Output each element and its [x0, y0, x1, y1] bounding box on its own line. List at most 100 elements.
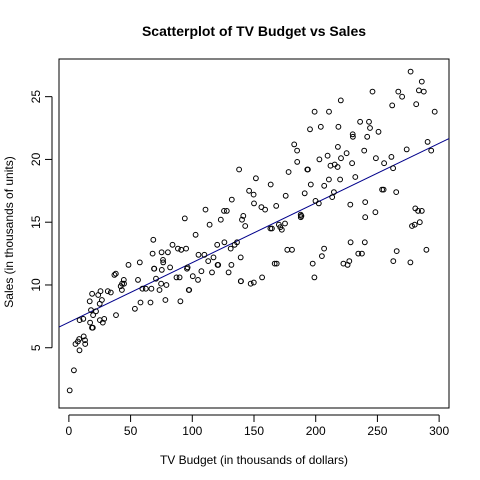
data-point	[217, 216, 224, 223]
data-point	[150, 236, 157, 243]
data-point	[361, 239, 368, 246]
data-point	[403, 146, 410, 153]
data-point	[298, 213, 305, 219]
data-point	[132, 305, 138, 312]
data-point	[198, 268, 205, 275]
data-point	[120, 277, 127, 283]
data-point	[89, 290, 95, 297]
data-point	[153, 275, 159, 282]
data-point	[176, 274, 183, 281]
data-point	[284, 246, 291, 253]
data-point	[202, 206, 209, 213]
data-point	[349, 131, 356, 138]
data-point	[407, 259, 414, 266]
data-point	[234, 239, 240, 246]
data-point	[418, 78, 425, 85]
data-point	[271, 260, 278, 267]
data-point	[246, 187, 253, 194]
data-point	[184, 264, 191, 271]
x-tick-label: 100	[182, 424, 202, 438]
data-point	[151, 265, 158, 272]
x-tick-label: 150	[244, 424, 264, 438]
data-point	[163, 282, 170, 288]
data-point	[223, 208, 230, 214]
data-point	[373, 155, 379, 162]
data-point	[393, 189, 400, 196]
data-point	[289, 246, 295, 253]
data-point	[80, 316, 87, 322]
y-tick-label: 15	[29, 215, 43, 229]
data-point	[228, 262, 235, 268]
data-point	[413, 101, 420, 108]
data-point	[158, 267, 165, 273]
data-point	[228, 196, 235, 203]
data-point	[350, 133, 356, 140]
data-point	[186, 287, 193, 293]
data-point	[89, 324, 96, 331]
data-point	[319, 253, 325, 260]
data-point	[90, 312, 96, 319]
data-point	[334, 164, 341, 170]
data-point	[343, 150, 350, 157]
data-point	[347, 201, 354, 208]
data-point	[80, 333, 87, 340]
data-point	[294, 159, 301, 165]
data-point	[352, 174, 359, 180]
data-point	[76, 336, 83, 342]
x-tick-label: 50	[124, 424, 138, 438]
data-point	[201, 251, 208, 258]
data-point	[76, 317, 83, 324]
data-point	[165, 249, 171, 256]
data-point	[142, 285, 149, 292]
data-point	[209, 269, 215, 276]
data-point	[215, 262, 222, 268]
data-point	[395, 88, 402, 95]
data-point	[87, 319, 93, 326]
data-point	[192, 231, 199, 238]
data-point	[411, 221, 418, 228]
data-point	[259, 274, 266, 281]
data-point	[346, 258, 353, 265]
data-point	[307, 181, 314, 188]
data-point	[278, 226, 285, 233]
x-tick-label: 200	[306, 424, 326, 438]
data-point	[238, 278, 244, 285]
x-tick-label: 250	[367, 424, 387, 438]
data-point	[173, 274, 180, 281]
data-point	[335, 144, 341, 150]
data-point	[321, 182, 328, 189]
chart-title: Scatterplot of TV Budget vs Sales	[142, 23, 366, 39]
data-point	[205, 258, 212, 265]
data-point	[136, 259, 143, 266]
data-point	[273, 260, 280, 267]
data-point	[267, 181, 274, 188]
data-point	[390, 165, 397, 172]
data-point	[291, 141, 298, 148]
data-point	[317, 123, 324, 130]
data-point	[104, 288, 111, 295]
data-point	[177, 298, 184, 305]
data-point	[221, 239, 228, 246]
data-point	[178, 246, 185, 253]
data-point	[210, 254, 217, 261]
data-point	[329, 194, 336, 201]
data-point	[389, 102, 396, 109]
data-point	[361, 147, 368, 154]
data-point	[137, 299, 144, 306]
data-point	[135, 277, 141, 283]
data-point	[269, 225, 275, 232]
data-point	[359, 250, 365, 257]
data-point	[71, 367, 77, 374]
data-point	[119, 287, 125, 293]
y-tick-label: 10	[29, 278, 43, 292]
y-tick-label: 5	[29, 344, 43, 351]
data-point	[251, 200, 257, 207]
data-point	[160, 259, 167, 266]
data-point	[424, 139, 431, 145]
data-point	[416, 219, 423, 226]
data-point	[160, 257, 166, 263]
data-point	[175, 245, 181, 252]
data-point	[409, 223, 415, 229]
data-point	[139, 285, 146, 292]
